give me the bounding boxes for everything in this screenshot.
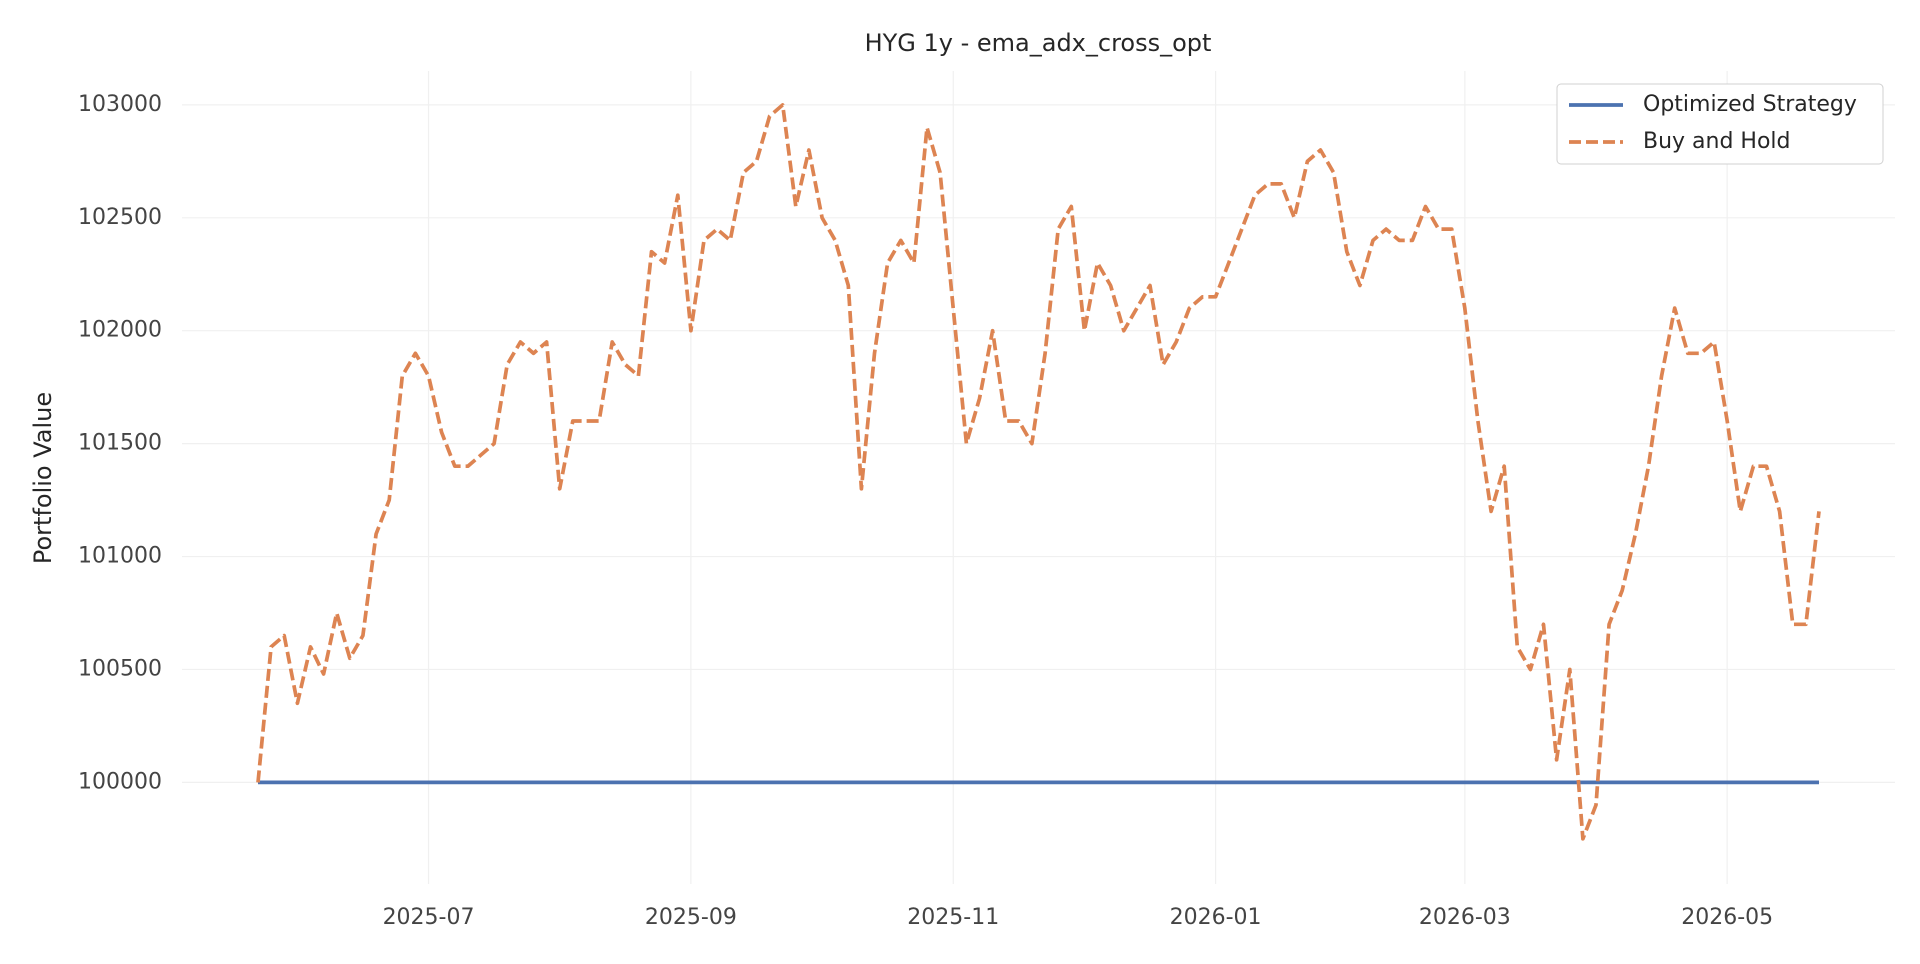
x-tick-label: 2025-11 — [907, 905, 999, 930]
legend-box — [1556, 83, 1884, 165]
x-tick-label: 2026-03 — [1419, 905, 1511, 930]
y-tick-label: 100500 — [78, 656, 162, 681]
y-tick-label: 103000 — [78, 92, 162, 117]
y-tick-label: 100000 — [78, 769, 162, 794]
legend-label: Optimized Strategy — [1643, 92, 1857, 117]
y-tick-label: 101000 — [78, 544, 162, 569]
y-tick-label: 102000 — [78, 318, 162, 343]
x-tick-label: 2025-07 — [383, 905, 475, 930]
y-axis-label: Portfolio Value — [29, 392, 57, 564]
y-tick-label: 101500 — [78, 431, 162, 456]
legend-label: Buy and Hold — [1643, 129, 1791, 154]
legend: Optimized Strategy Buy and Hold — [1556, 83, 1884, 165]
x-tick-label: 2026-05 — [1681, 905, 1773, 930]
x-tick-label: 2025-09 — [645, 905, 737, 930]
line — [256, 103, 1821, 841]
x-tick-label: 2026-01 — [1170, 905, 1262, 930]
chart-title: HYG 1y - ema_adx_cross_opt — [865, 29, 1212, 57]
y-tick-label: 102500 — [78, 205, 162, 230]
